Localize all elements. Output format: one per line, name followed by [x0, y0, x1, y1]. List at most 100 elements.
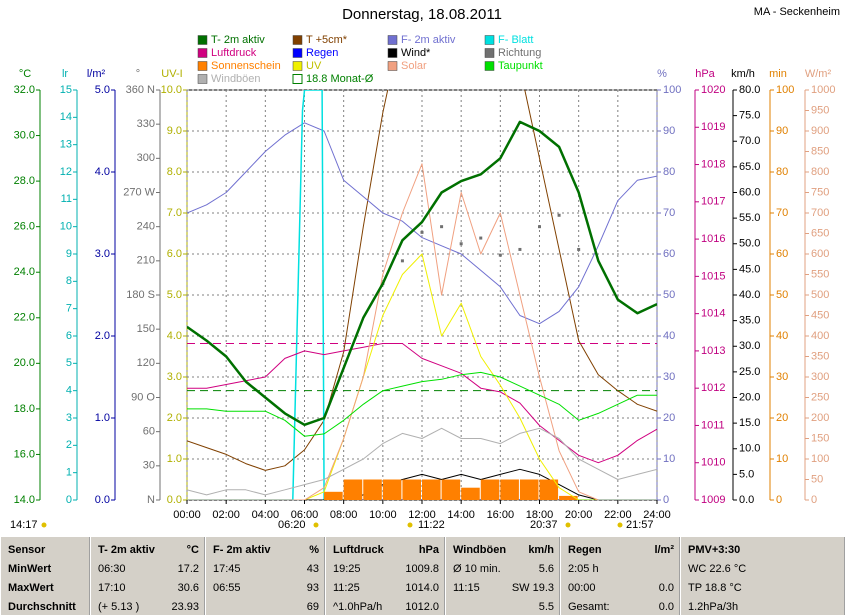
table-cell: Sensor: [8, 544, 46, 556]
y-tick-label: 10: [776, 453, 788, 465]
table-cell: Luftdruck: [333, 544, 384, 556]
table-cell: 06:55: [213, 582, 241, 594]
table-cell: 06:30: [98, 563, 126, 575]
y-tick-label: 15: [60, 84, 72, 96]
y-tick-label: 330: [137, 118, 155, 130]
y-tick-label: 850: [811, 145, 829, 157]
y-tick-label: 1.0: [167, 453, 182, 465]
y-tick-label: 2.0: [167, 412, 182, 424]
y-tick-label: 1012: [701, 382, 725, 394]
table-cell: T- 2m aktiv: [98, 544, 155, 556]
y-tick-label: 35.0: [739, 315, 760, 327]
y-tick-label: 11: [61, 193, 72, 205]
plot-content: [187, 90, 657, 500]
y-tick-label: 80: [663, 166, 675, 178]
series-dot: [577, 247, 581, 251]
x-tick-label: 10:00: [369, 509, 397, 521]
y-tick-label: 13: [60, 139, 72, 151]
series-dot: [440, 225, 444, 229]
y-tick-label: 80.0: [739, 84, 760, 96]
y-tick-label: 120: [137, 357, 155, 369]
y-tick-label: 70: [663, 207, 675, 219]
y-tick-label: 0: [811, 494, 817, 506]
y-tick-label: 26.0: [14, 221, 35, 233]
y-tick-label: 90: [663, 125, 675, 137]
table-cell: Windböen: [453, 544, 507, 556]
y-tick-label: 28.0: [14, 175, 35, 187]
x-tick-label: 06:00: [291, 509, 319, 521]
sun-icon: [565, 522, 571, 528]
series-line: [187, 343, 657, 464]
y-tick-label: 270 W: [123, 186, 155, 198]
series-bar: [539, 479, 559, 500]
y-tick-label: 10: [60, 221, 72, 233]
y-tick-label: 90 O: [131, 391, 155, 403]
legend-swatch: [484, 35, 495, 45]
table-column: [325, 537, 445, 615]
y-tick-label: 0.0: [95, 494, 110, 506]
y-tick-label: 65.0: [739, 161, 760, 173]
x-tick-label: 22:00: [604, 509, 632, 521]
series-bar: [422, 479, 441, 500]
table-cell: 0.0: [658, 601, 674, 613]
table-cell: %: [309, 544, 319, 556]
sun-time: 11:22: [418, 519, 445, 531]
y-tick-label: 22.0: [14, 312, 35, 324]
table-cell: 23.93: [171, 601, 199, 613]
x-tick-label: 16:00: [487, 509, 515, 521]
y-tick-label: 10: [663, 453, 675, 465]
y-tick-label: 0.0: [739, 494, 754, 506]
legend-label: Windböen: [211, 73, 261, 85]
y-tick-label: 4: [66, 385, 72, 397]
y-tick-label: 16.0: [14, 448, 35, 460]
y-tick-label: 32.0: [14, 84, 35, 96]
y-tick-label: 6.0: [167, 248, 182, 260]
x-tick-label: 12:00: [408, 509, 436, 521]
y-tick-label: 25.0: [739, 366, 760, 378]
legend-swatch: [197, 35, 208, 45]
y-tick-label: 150: [811, 432, 829, 444]
y-axis-unit: hPa: [695, 68, 715, 80]
series-line: [187, 253, 657, 500]
table-cell: 1012.0: [405, 601, 439, 613]
y-axis-unit: lr: [62, 68, 68, 80]
y-tick-label: 14: [60, 111, 72, 123]
y-tick-label: 360 N: [126, 84, 155, 96]
y-tick-label: 2.0: [95, 330, 110, 342]
table-cell: 5.6: [538, 563, 554, 575]
series-line: [187, 90, 657, 471]
sun-time: 06:20: [278, 519, 306, 531]
y-tick-label: 5.0: [739, 468, 754, 480]
table-cell: 30.6: [177, 582, 199, 594]
table-column: [0, 537, 90, 615]
y-tick-label: 500: [811, 289, 829, 301]
legend-label: Taupunkt: [498, 60, 543, 72]
y-tick-label: 60.0: [739, 186, 760, 198]
y-tick-label: 5.0: [95, 84, 110, 96]
y-tick-label: 100: [776, 84, 794, 96]
y-tick-label: 30: [663, 371, 675, 383]
y-tick-label: 60: [776, 248, 788, 260]
table-cell: 19:25: [333, 563, 361, 575]
table-cell: 43: [306, 563, 319, 575]
table-cell: 93: [306, 582, 319, 594]
table-cell: 0.0: [658, 582, 674, 594]
y-tick-label: 1017: [701, 196, 725, 208]
x-tick-label: 02:00: [212, 509, 240, 521]
legend-swatch: [292, 48, 303, 58]
y-tick-label: 5: [66, 357, 72, 369]
series-dot: [518, 247, 522, 251]
station: MA - Seckenheim: [754, 6, 840, 18]
y-tick-label: 55.0: [739, 212, 760, 224]
y-tick-label: 1.0: [95, 412, 110, 424]
y-axis-unit: l/m²: [87, 68, 106, 80]
y-tick-label: 70: [776, 207, 788, 219]
y-tick-label: 650: [811, 227, 829, 239]
y-tick-label: 0.0: [167, 494, 182, 506]
y-tick-label: 20.0: [739, 391, 760, 403]
series-bar: [480, 479, 500, 500]
y-tick-label: 250: [811, 391, 829, 403]
legend-label: Luftdruck: [211, 47, 257, 59]
table-cell: 11:25: [333, 582, 360, 594]
legend-label: Richtung: [498, 47, 541, 59]
